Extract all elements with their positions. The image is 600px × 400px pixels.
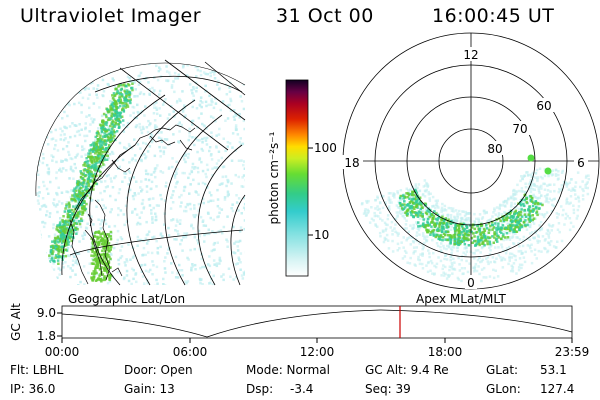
door-info: Door: Open	[124, 363, 193, 377]
gc-alt-info: GC Alt: 9.4 Re	[365, 363, 449, 377]
map-edge	[35, 62, 246, 197]
timeline-axis-label: GC Alt	[9, 303, 23, 341]
timeline-x-tick-0000: 00:00	[45, 345, 80, 359]
observation-time: 16:00:45 UT	[432, 5, 555, 27]
timeline-x-tick-0600: 06:00	[173, 345, 208, 359]
timeline-x-tick-1800: 18:00	[428, 345, 463, 359]
satellite-marker-b	[544, 167, 552, 175]
mlt-label-12: 12	[463, 48, 478, 62]
colorbar-unit-label: photon cm⁻²s⁻¹	[267, 131, 281, 224]
seq-info: Seq: 39	[365, 382, 411, 396]
mlt-label-18: 18	[344, 156, 359, 170]
glat-label: GLat:	[486, 363, 519, 377]
glon-value: 127.4	[540, 382, 575, 396]
glat-value: 53.1	[540, 363, 567, 377]
map-grid	[61, 59, 246, 286]
lat-label-80: 80	[487, 142, 502, 156]
timeline-y-tick-9: 9.0	[37, 306, 56, 320]
polar-plot: 12 18 6 0 60 70 80	[341, 32, 600, 290]
lat-label-60: 60	[536, 99, 551, 113]
timeline-x-tick-2359: 23:59	[555, 345, 590, 359]
app-title: Ultraviolet Imager	[20, 5, 202, 27]
timeline-x-tick-1200: 12:00	[300, 345, 335, 359]
dsp-label: Dsp:	[246, 382, 274, 396]
glon-label: GLon:	[486, 382, 521, 396]
orbit-timeline: 9.0 1.8 GC Alt 00:00 06:00 12:00 18:00 2…	[9, 303, 589, 359]
altitude-curve	[61, 309, 573, 338]
mlt-label-0: 0	[467, 276, 475, 290]
satellite-marker-a	[527, 154, 535, 162]
filter-info: Flt: LBHL	[10, 363, 64, 377]
dsp-value: -3.4	[290, 382, 314, 396]
observation-date: 31 Oct 00	[276, 5, 374, 27]
aurora-emission-polar	[360, 167, 591, 283]
mlt-label-6: 6	[577, 156, 585, 170]
geographic-label: Geographic Lat/Lon	[68, 292, 185, 306]
apex-label: Apex MLat/MLT	[416, 292, 506, 306]
lat-label-70: 70	[512, 122, 527, 136]
colorbar-tick-10: 10	[314, 228, 329, 242]
geographic-map	[35, 59, 246, 286]
colorbar: 100 10 photon cm⁻²s⁻¹	[267, 79, 337, 277]
coastlines	[69, 124, 196, 285]
gain-info: Gain: 13	[124, 382, 175, 396]
mode-info: Mode: Normal	[246, 363, 330, 377]
aurora-emission-left	[36, 62, 246, 286]
timeline-y-tick-1.8: 1.8	[37, 329, 56, 343]
colorbar-tick-100: 100	[314, 141, 337, 155]
ip-info: IP: 36.0	[10, 382, 56, 396]
